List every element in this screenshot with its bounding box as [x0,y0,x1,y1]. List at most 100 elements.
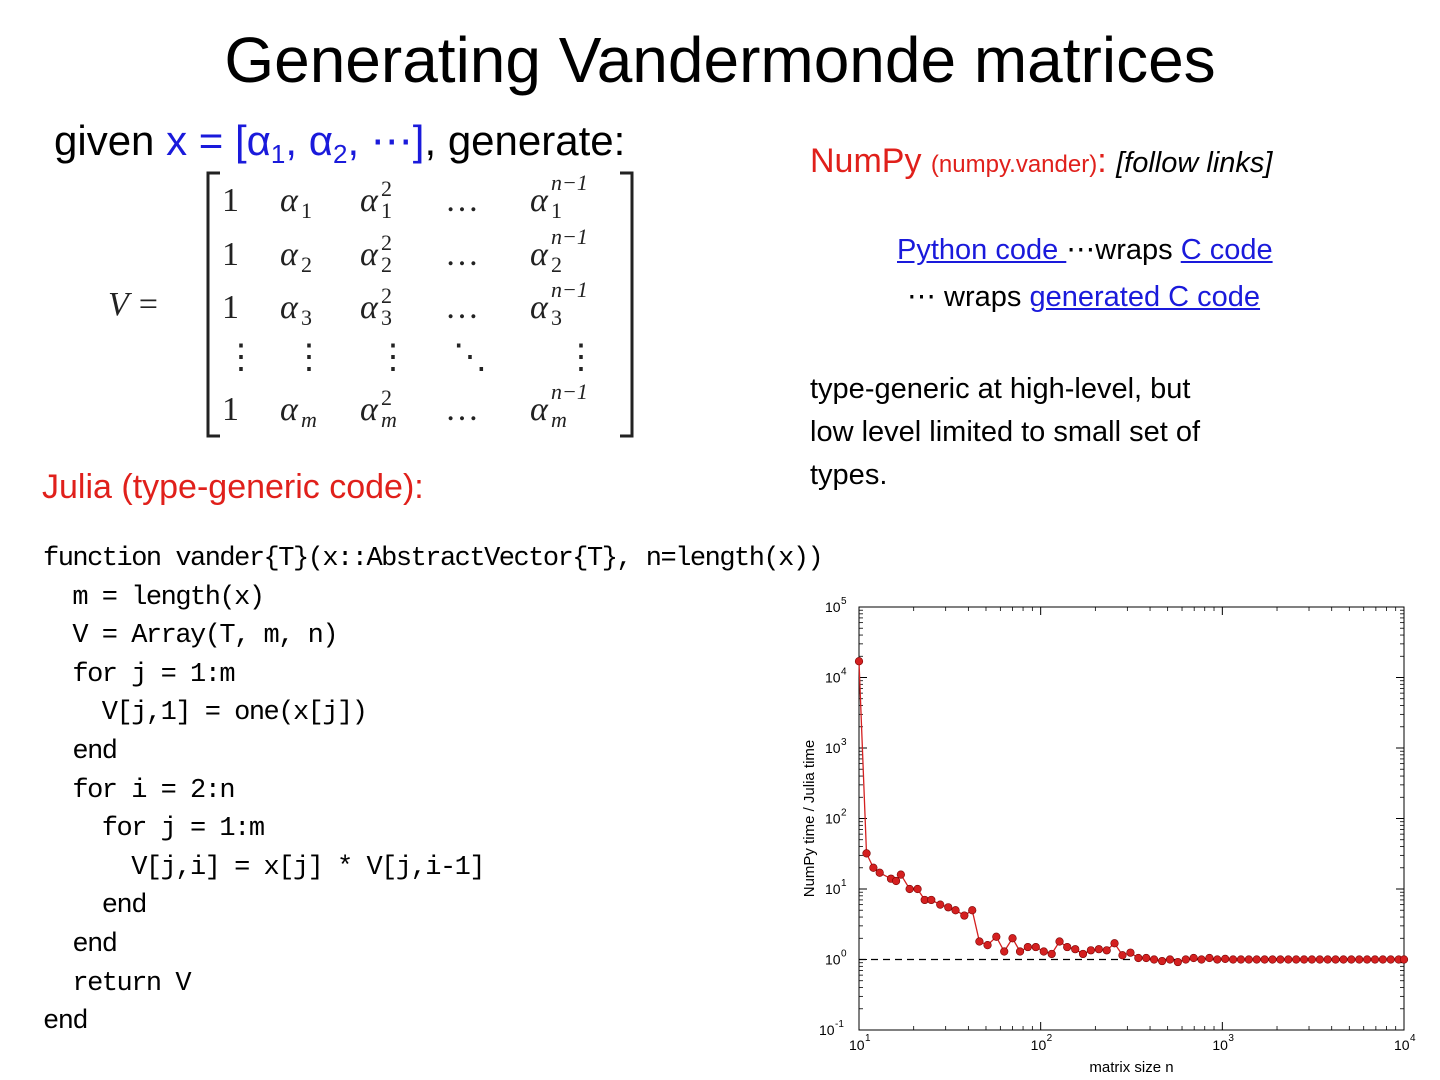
data-point [1268,955,1277,964]
x-expr: x = [α [166,117,271,164]
matrix-cell: α [280,391,299,428]
matrix-cell: α [360,182,379,219]
note-line: types. [810,459,888,491]
data-point [975,937,984,946]
series-line [858,661,1404,963]
x-tick-exponent: 1 [865,1033,871,1044]
data-point [1399,955,1409,964]
data-point [896,870,905,879]
code-line: V[j,1] = one(x[j]) [43,698,368,729]
matrix-row-dots: ⋮ ⋮ ⋮ ⋱ ⋮ [224,339,598,376]
y-tick-label: 10 [825,740,841,756]
python-code-link[interactable]: Python code [897,234,1067,266]
x-tick-label: 10 [1394,1037,1410,1053]
matrix-cell-sub: 1 [301,198,312,223]
code-line: for j = 1:m [43,659,235,690]
numpy-module: (numpy.vander) [930,151,1098,178]
data-point [936,900,945,909]
code-line: end [43,929,118,960]
data-point [1063,942,1072,952]
data-point [1236,955,1246,964]
data-point [992,932,1001,941]
data-point [1339,955,1348,964]
c-code-link[interactable]: C code [1180,234,1273,266]
data-point [1157,956,1167,966]
x-ellipsis: , ⋯] [347,117,425,164]
matrix-cell: 1 [222,182,239,219]
matrix-cell: α [530,289,549,326]
matrix-cell: … [445,391,479,428]
x-tick-exponent: 3 [1228,1033,1234,1044]
data-point [869,863,878,872]
x-tick-exponent: 4 [1410,1033,1416,1044]
matrix-right-bracket [620,171,634,438]
code-line: V[j,i] = x[j] * V[j,i-1] [43,852,485,883]
matrix-cell: α [280,236,299,273]
slide-title: Generating Vandermonde matrices [224,24,1216,96]
data-point [1228,955,1238,964]
x-tick-label: 10 [1031,1037,1047,1053]
matrix-cell-sub: 3 [551,305,562,330]
data-point [1086,946,1095,955]
data-point [1173,957,1182,967]
matrix-row-m: 1 α m α m 2 … α m n−1 [222,379,588,432]
data-point [968,906,977,915]
matrix-cell: α [530,391,549,428]
data-point [1252,955,1261,964]
data-point [1165,955,1175,964]
code-line: for j = 1:m [43,814,265,845]
code-line: end [43,891,148,922]
data-point [1370,955,1380,964]
matrix-cell-sub: 2 [381,252,392,277]
code-line: V = Array(T, m, n) [43,621,338,652]
data-point [1110,939,1119,948]
matrix-row-3: 1 α 3 α 3 2 … α 3 n−1 [222,277,588,330]
data-point [1189,953,1198,963]
data-point [1205,953,1214,963]
data-point [1031,942,1040,952]
matrix-cell-sup: n−1 [551,379,588,404]
x-definition: x = [α1, α2, ⋯] [166,117,425,169]
y-tick-label: 10 [825,599,841,615]
matrix-cell-sub: m [301,407,317,432]
matrix-cell: … [445,236,479,273]
data-point [1071,945,1080,954]
data-point [944,903,953,912]
data-point [1015,947,1025,956]
alpha-sub-2: 2 [333,139,348,169]
speedup-chart: 10 1 10 2 10 3 10 410 -110 010 110 210 310 410 5matrix… [801,596,1416,1076]
alpha-sub-1: 1 [270,139,286,169]
matrix-cell-sub: 3 [381,305,392,330]
matrix-cell: α [280,289,299,326]
code-line: return V [43,968,191,999]
data-point [1181,955,1190,964]
data-point [1078,949,1088,959]
y-tick-exponent: -1 [835,1019,844,1030]
matrix-cell-sup: n−1 [551,224,588,249]
y-axis-label: NumPy time / Julia time [801,740,818,898]
matrix-cell: 1 [222,236,239,273]
y-tick-label: 10 [825,811,841,827]
y-tick-exponent: 2 [841,808,847,819]
given-suffix: , generate: [424,117,626,164]
generated-c-code-link[interactable]: generated C code [1029,281,1261,313]
y-tick-label: 10 [825,670,841,686]
matrix-cell-sub: 1 [551,198,562,223]
y-tick-exponent: 0 [841,949,847,960]
given-prefix: given [54,117,167,164]
data-point [1378,955,1387,964]
y-tick-label: 10 [825,952,841,968]
data-point [1331,955,1340,964]
data-point [1355,955,1364,964]
matrix-cell: 1 [222,391,239,428]
data-point [1307,955,1317,964]
matrix-row-2: 1 α 2 α 2 2 … α 2 n−1 [222,224,588,277]
matrix-cell-sup: n−1 [551,170,588,195]
matrix-cell: α [360,391,379,428]
julia-code-block: function vander{T}(x::AbstractVector{T},… [43,540,824,1042]
x-axis-label: matrix size n [1089,1059,1173,1076]
data-point [1221,954,1230,963]
data-point [1023,942,1032,952]
plot-frame [858,606,1405,1031]
data-point [1149,955,1159,964]
